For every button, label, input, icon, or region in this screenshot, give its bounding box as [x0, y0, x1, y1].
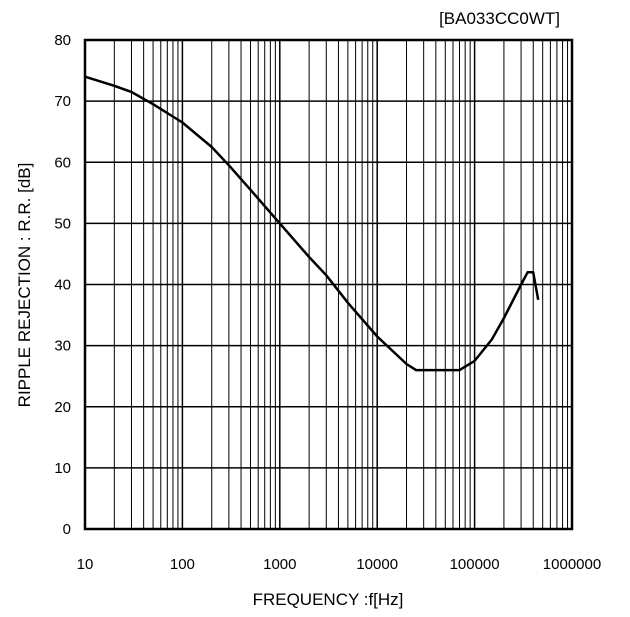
x-tick-label: 100000: [450, 556, 500, 573]
y-tick-label: 0: [63, 521, 71, 538]
major-gridlines: [84, 39, 573, 530]
x-axis-label: FREQUENCY :f[Hz]: [253, 590, 404, 609]
x-axis-tick-labels: 10 100 1000 10000 100000 1000000: [77, 556, 602, 573]
x-tick-label: 10: [77, 556, 94, 573]
y-tick-label: 10: [54, 460, 71, 477]
y-tick-label: 30: [54, 338, 71, 355]
x-tick-label: 100: [170, 556, 195, 573]
y-tick-label: 80: [54, 32, 71, 49]
chart-title: [BA033CC0WT]: [439, 9, 560, 28]
y-tick-label: 40: [54, 277, 71, 294]
y-tick-label: 70: [54, 93, 71, 110]
x-tick-label: 1000: [263, 556, 296, 573]
plot-frame: [83, 38, 574, 531]
y-tick-label: 50: [54, 215, 71, 232]
ripple-rejection-curve: [84, 75, 540, 372]
x-tick-label: 1000000: [543, 556, 601, 573]
x-tick-label: 10000: [356, 556, 398, 573]
y-tick-label: 20: [54, 399, 71, 416]
y-axis-label: RIPPLE REJECTION : R.R. [dB]: [15, 163, 34, 408]
y-tick-label: 60: [54, 154, 71, 171]
y-axis-tick-labels: 0 10 20 30 40 50 60 70 80: [54, 32, 71, 538]
